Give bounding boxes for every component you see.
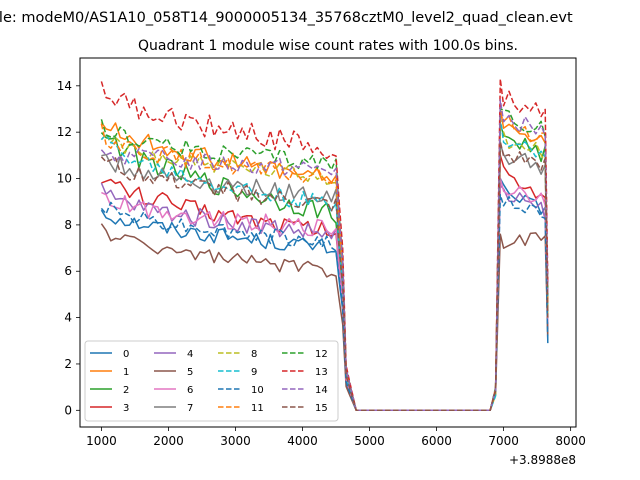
legend-label-2: 2 [123, 385, 129, 396]
legend-label-1: 1 [123, 367, 129, 378]
x-tick-label: 6000 [421, 434, 452, 448]
chart-title: Quadrant 1 module wise count rates with … [138, 38, 518, 54]
legend-label-10: 10 [251, 385, 264, 396]
y-tick-label: 8 [64, 218, 72, 232]
legend-label-8: 8 [251, 349, 257, 360]
series-layer [100, 78, 549, 412]
x-tick-label: 5000 [354, 434, 385, 448]
x-axis: 1000 2000 3000 4000 5000 6000 7000 8000 [86, 427, 586, 448]
x-tick-label: 1000 [86, 434, 117, 448]
legend-frame [84, 340, 339, 422]
legend-label-5: 5 [187, 367, 193, 378]
series-line-8 [100, 126, 549, 412]
x-tick-label: 2000 [153, 434, 184, 448]
legend-label-15: 15 [315, 403, 328, 414]
y-tick-label: 6 [64, 264, 72, 278]
legend-label-7: 7 [187, 403, 193, 414]
legend-label-0: 0 [123, 349, 129, 360]
x-tick-label: 7000 [488, 434, 519, 448]
legend-label-11: 11 [251, 403, 264, 414]
figure-suptitle: n file: modeM0/AS1A10_058T14_9000005134_… [0, 10, 573, 26]
plot-frame [79, 57, 577, 428]
legend-label-14: 14 [315, 385, 328, 396]
y-tick-label: 12 [57, 125, 72, 139]
series-line-11 [100, 112, 549, 412]
x-tick-label: 4000 [287, 434, 318, 448]
x-tick-label: 3000 [220, 434, 251, 448]
legend-label-12: 12 [315, 349, 328, 360]
legend-label-13: 13 [315, 367, 328, 378]
y-tick-label: 4 [64, 311, 72, 325]
y-tick-label: 10 [57, 172, 72, 186]
y-tick-label: 0 [64, 403, 72, 417]
legend-label-4: 4 [187, 349, 193, 360]
legend-label-3: 3 [123, 403, 129, 414]
y-tick-label: 14 [57, 79, 72, 93]
y-tick-label: 2 [64, 357, 72, 371]
x-axis-offset-label: +3.8988e8 [509, 453, 576, 467]
series-line-15 [100, 140, 549, 412]
legend-label-9: 9 [251, 367, 257, 378]
legend-label-6: 6 [187, 385, 193, 396]
x-tick-label: 8000 [555, 434, 586, 448]
y-axis: 0 2 4 6 8 10 12 14 [57, 79, 80, 417]
